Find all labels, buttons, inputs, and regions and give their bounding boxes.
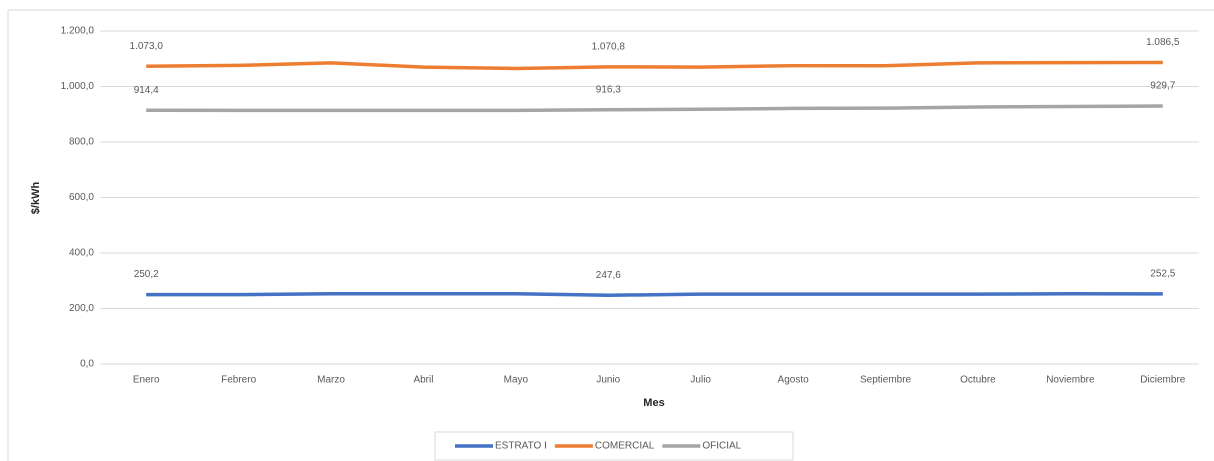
x-axis-title: Mes [643, 397, 664, 409]
x-tick-label: Enero [133, 375, 160, 386]
legend-label: COMERCIAL [595, 441, 655, 452]
series-line [146, 292, 1163, 298]
x-tick-label: Septiembre [860, 375, 912, 386]
x-tick-label: Mayo [504, 375, 529, 386]
y-tick-label: 800,0 [69, 137, 94, 148]
y-tick-label: 1.000,0 [61, 81, 95, 92]
y-tick-label: 1.200,0 [61, 26, 95, 37]
series-line [146, 104, 1163, 113]
data-label: 1.070,8 [592, 41, 626, 52]
x-tick-label: Octubre [960, 375, 996, 386]
x-tick-label: Agosto [778, 375, 810, 386]
data-label: 916,3 [596, 84, 621, 95]
x-tick-label: Julio [690, 375, 711, 386]
x-tick-label: Abril [413, 375, 433, 386]
x-tick-label: Junio [596, 375, 620, 386]
data-label: 1.086,5 [1146, 37, 1180, 48]
y-axis-title: $/kWh [30, 182, 42, 215]
data-label: 250,2 [134, 269, 159, 280]
data-label: 929,7 [1150, 81, 1175, 92]
y-tick-label: 600,0 [69, 192, 94, 203]
x-tick-label: Noviembre [1046, 375, 1095, 386]
x-tick-label: Marzo [317, 375, 345, 386]
data-label: 247,6 [596, 270, 621, 281]
y-tick-label: 0,0 [80, 359, 94, 370]
data-label: 252,5 [1150, 269, 1175, 280]
data-label: 914,4 [134, 85, 159, 96]
x-tick-label: Febrero [221, 375, 256, 386]
y-tick-label: 200,0 [69, 303, 94, 314]
data-label: 1.073,0 [130, 41, 164, 52]
y-tick-label: 400,0 [69, 248, 94, 259]
legend [434, 431, 794, 461]
legend-label: OFICIAL [702, 441, 741, 452]
x-tick-label: Diciembre [1140, 375, 1185, 386]
legend-label: ESTRATO I [495, 441, 547, 452]
series-line [146, 60, 1163, 71]
